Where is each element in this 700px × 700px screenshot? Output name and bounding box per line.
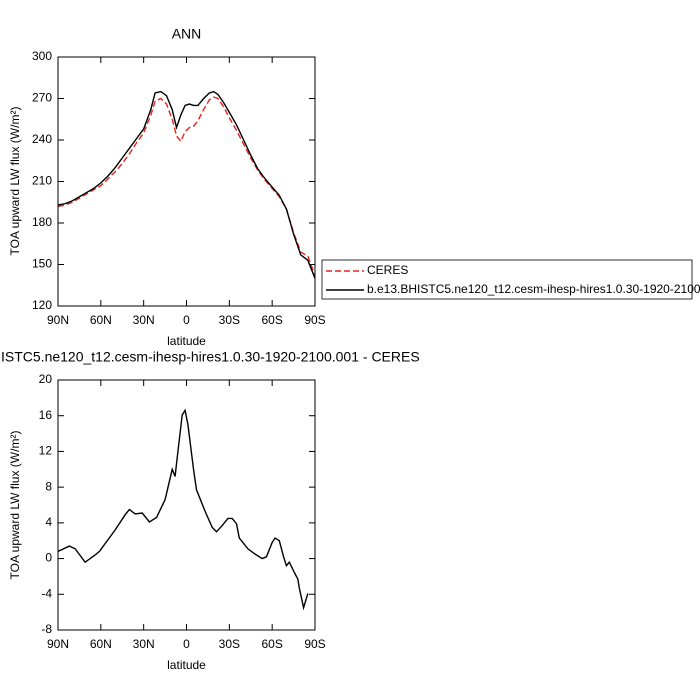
x-tick-label: 0 (183, 637, 190, 651)
plot-frame (57, 379, 316, 631)
y-tick-label: 180 (32, 215, 52, 229)
y-tick-label: 4 (45, 515, 52, 529)
y-axis-label: TOA upward LW flux (W/m²) (8, 107, 22, 256)
y-tick-label: 0 (45, 551, 52, 565)
x-tick-label: 30S (219, 637, 240, 651)
y-tick-label: 8 (45, 479, 52, 493)
x-tick-label: 90S (304, 637, 325, 651)
x-tick-label: 30N (133, 313, 155, 327)
y-tick-label: 210 (32, 174, 52, 188)
x-tick-label: 30N (133, 637, 155, 651)
y-tick-label: 20 (39, 372, 53, 386)
x-tick-label: 0 (183, 313, 190, 327)
x-tick-label: 30S (219, 313, 240, 327)
legend-label: CERES (367, 263, 408, 277)
y-tick-label: 270 (32, 91, 52, 105)
x-tick-label: 60S (261, 313, 282, 327)
x-axis-label: latitude (167, 334, 206, 348)
x-tick-label: 60S (261, 637, 282, 651)
data-line (58, 90, 315, 279)
x-tick-label: 90N (47, 313, 69, 327)
plot-frame (57, 56, 316, 307)
y-tick-label: 240 (32, 132, 52, 146)
y-tick-label: 150 (32, 257, 52, 271)
chart-title: ANN (172, 26, 202, 42)
data-line (58, 96, 315, 276)
x-tick-label: 90S (304, 313, 325, 327)
y-axis-label: TOA upward LW flux (W/m²) (8, 431, 22, 580)
y-tick-label: 120 (32, 298, 52, 312)
y-tick-label: 12 (39, 444, 53, 458)
data-line (58, 408, 309, 611)
y-tick-label: -8 (41, 622, 52, 636)
x-tick-label: 60N (90, 637, 112, 651)
x-axis-label: latitude (167, 658, 206, 672)
y-tick-label: 16 (39, 408, 53, 422)
y-tick-label: 300 (32, 49, 52, 63)
legend-box (321, 259, 693, 300)
chart-title: ISTC5.ne120_t12.cesm-ihesp-hires1.0.30-1… (1, 349, 420, 365)
y-tick-label: -4 (41, 586, 52, 600)
x-tick-label: 90N (47, 637, 69, 651)
x-tick-label: 60N (90, 313, 112, 327)
legend-label: b.e13.BHISTC5.ne120_t12.cesm-ihesp-hires… (367, 282, 700, 296)
